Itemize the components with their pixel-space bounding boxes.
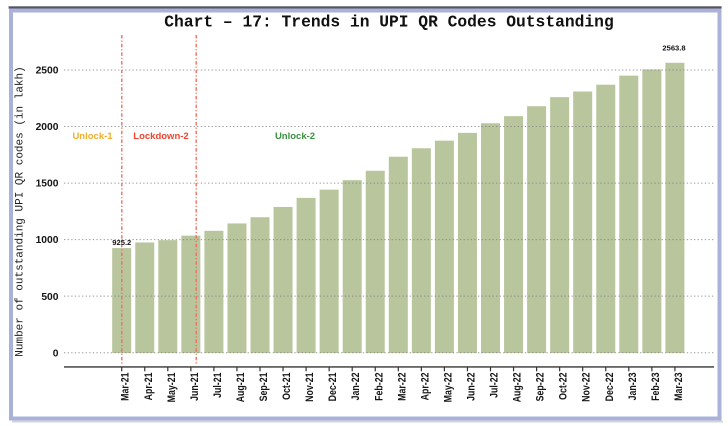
svg-text:Unlock-1: Unlock-1 [72,131,113,142]
svg-text:Jun-22: Jun-22 [466,372,478,401]
svg-text:1000: 1000 [36,235,59,246]
svg-text:Feb-22: Feb-22 [373,372,385,401]
svg-text:2000: 2000 [36,122,59,133]
svg-text:0: 0 [53,348,59,359]
svg-text:Jan-22: Jan-22 [350,372,362,400]
svg-text:Apr-22: Apr-22 [420,372,432,400]
svg-text:2563.8: 2563.8 [662,44,685,53]
svg-text:925.2: 925.2 [112,238,131,247]
svg-text:Nov-21: Nov-21 [304,372,316,402]
svg-text:Jul-21: Jul-21 [212,372,224,398]
svg-text:Number of outstanding UPI QR c: Number of outstanding UPI QR codes (in l… [15,66,27,356]
svg-text:May-21: May-21 [166,372,178,402]
svg-text:Mar-23: Mar-23 [673,372,685,401]
svg-text:Mar-22: Mar-22 [396,372,408,401]
svg-text:1500: 1500 [36,179,59,190]
svg-text:Sep-21: Sep-21 [258,372,270,401]
svg-text:Jun-21: Jun-21 [189,372,201,401]
svg-text:Oct-21: Oct-21 [281,372,293,400]
svg-text:Dec-22: Dec-22 [604,372,616,401]
svg-text:Dec-21: Dec-21 [327,372,339,401]
svg-text:Chart – 17: Trends in UPI QR C: Chart – 17: Trends in UPI QR Codes Outst… [164,13,613,32]
svg-text:Apr-21: Apr-21 [143,372,155,400]
svg-text:May-22: May-22 [443,372,455,402]
svg-text:Mar-21: Mar-21 [120,372,132,401]
svg-text:Jan-23: Jan-23 [627,372,639,400]
svg-text:Sep-22: Sep-22 [535,372,547,401]
svg-text:2500: 2500 [36,66,59,77]
svg-text:Jul-22: Jul-22 [489,372,501,398]
svg-text:500: 500 [41,292,58,303]
svg-text:Oct-22: Oct-22 [558,372,570,400]
svg-text:Nov-22: Nov-22 [581,372,593,402]
svg-text:Feb-23: Feb-23 [650,372,662,401]
svg-text:Aug-22: Aug-22 [512,372,524,402]
svg-text:Aug-21: Aug-21 [235,372,247,402]
svg-text:Lockdown-2: Lockdown-2 [133,131,188,142]
svg-text:Unlock-2: Unlock-2 [275,131,315,142]
